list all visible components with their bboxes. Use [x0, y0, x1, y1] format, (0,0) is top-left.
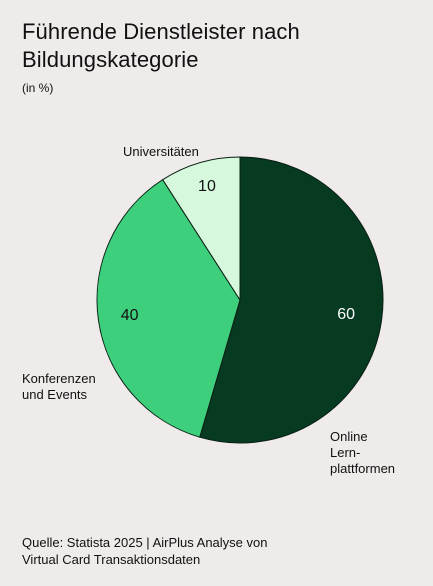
slice-category-label: Online Lern- plattformen — [330, 429, 396, 476]
slice-category-label: Universitäten — [123, 144, 199, 159]
slice-category-label: Konferenzen und Events — [22, 371, 96, 402]
source-note: Quelle: Statista 2025 | AirPlus Analyse … — [22, 535, 268, 567]
pie-slice-1 — [96, 179, 241, 438]
slice-value-label: 60 — [337, 306, 356, 324]
pie-slice-0 — [199, 156, 384, 444]
slice-value-label: 10 — [198, 178, 216, 196]
chart-title: Führende Dienstleister nach Bildungskate… — [22, 19, 300, 72]
pie-slice-2 — [161, 156, 241, 302]
chart-subtitle: (in %) — [22, 81, 54, 95]
slice-value-label: 40 — [120, 306, 139, 324]
